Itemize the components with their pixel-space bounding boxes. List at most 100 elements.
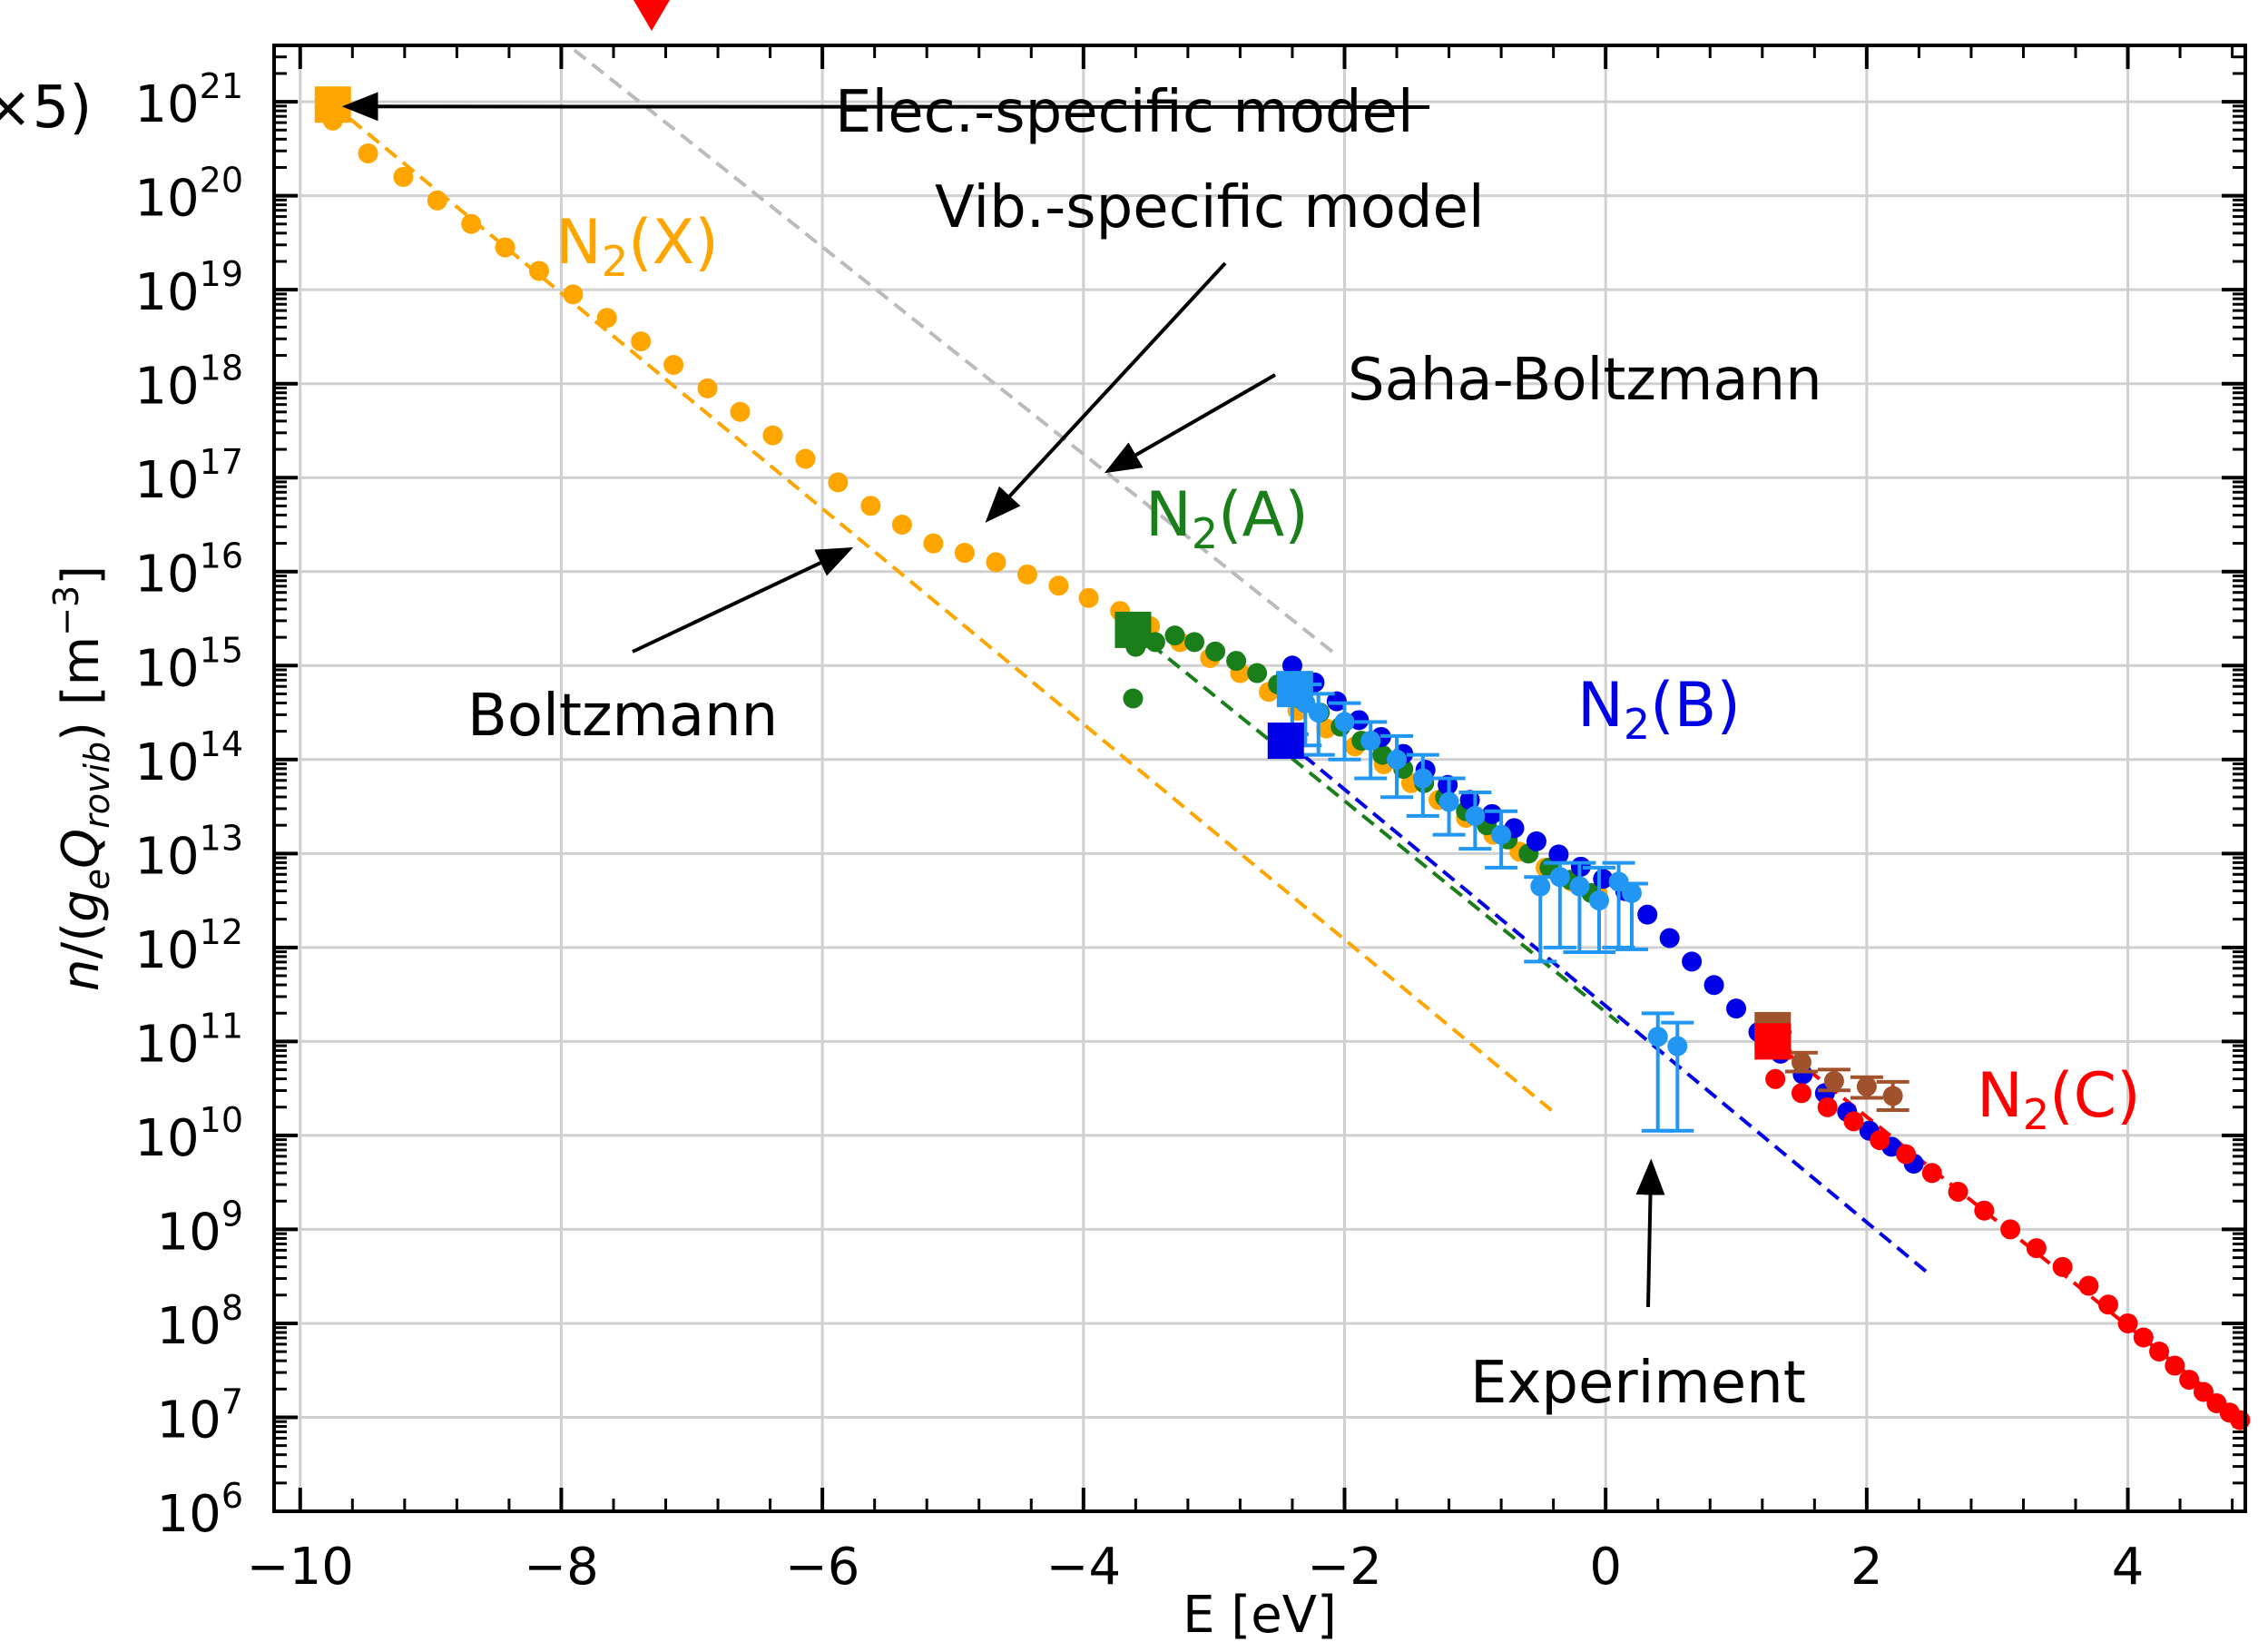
- data-point: [1791, 1052, 1811, 1073]
- data-point: [2193, 1381, 2214, 1402]
- data-point: [1164, 625, 1185, 646]
- data-point: [1482, 803, 1503, 824]
- data-point: [795, 448, 816, 469]
- annotation-label: Elec.-specific model: [835, 79, 1414, 146]
- elec-model-square: [1276, 671, 1313, 708]
- data-point: [2078, 1275, 2099, 1296]
- y-tick-label: 1018: [134, 349, 243, 417]
- annotation-label: Boltzmann: [467, 683, 778, 750]
- data-point: [495, 237, 515, 258]
- data-point: [1896, 1144, 1917, 1165]
- boltzmann-line: [573, 48, 1340, 658]
- data-point: [1549, 867, 1570, 888]
- data-point: [860, 496, 881, 516]
- data-point: [1608, 871, 1629, 892]
- annotation-label: Experiment: [1470, 1350, 1806, 1417]
- red-arrow-marker: [633, 0, 670, 31]
- data-point: [1948, 1182, 1969, 1203]
- y-tick-label: 109: [157, 1194, 243, 1262]
- data-point: [1438, 792, 1459, 812]
- data-point: [1791, 1083, 1811, 1104]
- data-points: [314, 86, 2251, 1431]
- annotation-arrow: [985, 261, 1227, 523]
- data-point: [2133, 1327, 2154, 1348]
- data-point: [2165, 1355, 2185, 1376]
- x-tick-label: −6: [785, 1538, 860, 1597]
- data-point: [1247, 663, 1268, 683]
- data-point: [1308, 703, 1329, 723]
- y-tick-label: 1021: [134, 66, 243, 134]
- data-point: [1647, 1027, 1668, 1047]
- data-point: [1856, 1077, 1877, 1097]
- plot-frame: [272, 44, 2247, 1513]
- annotation-arrow: [1104, 373, 1276, 474]
- data-point: [1637, 904, 1658, 925]
- data-point: [1548, 844, 1569, 865]
- data-point: [1334, 712, 1355, 733]
- data-point: [1281, 655, 1302, 676]
- data-point: [393, 166, 414, 187]
- data-point: [1765, 1068, 1786, 1089]
- y-tick-label: 1019: [134, 254, 243, 322]
- ylabel-e: e: [77, 869, 117, 890]
- data-point: [730, 401, 751, 422]
- data-point: [461, 213, 482, 234]
- state-label: N2(C): [1977, 1060, 2141, 1139]
- annotation-arrow: [341, 92, 1430, 122]
- data-point: [1226, 651, 1247, 672]
- state-labels: N2(X) N2(A) N2(B) N2(C): [555, 207, 2141, 1139]
- ylabel-close: ) [m: [52, 636, 111, 742]
- data-point: [1465, 805, 1486, 826]
- data-point: [358, 143, 378, 164]
- annotation-label: Vib.-specific model: [935, 174, 1485, 241]
- x-tick-label: −8: [524, 1538, 599, 1597]
- state-label: N2(B): [1577, 670, 1741, 749]
- x-tick-label: 0: [1589, 1538, 1622, 1597]
- data-point: [1530, 876, 1551, 897]
- data-point: [631, 331, 652, 352]
- data-point: [2179, 1370, 2200, 1391]
- y-tick-label: 1020: [134, 161, 243, 229]
- y-tick-label: 1012: [134, 912, 243, 980]
- state-label: N2(A): [1145, 479, 1309, 558]
- data-point: [1048, 575, 1069, 596]
- data-point: [1491, 824, 1512, 845]
- data-point: [1123, 688, 1144, 709]
- data-point: [1016, 564, 1037, 585]
- annotation-arrow: [1635, 1158, 1665, 1308]
- data-point: [1682, 951, 1703, 972]
- data-point: [2052, 1256, 2073, 1277]
- data-point: [1921, 1163, 1942, 1184]
- data-point: [986, 552, 1006, 573]
- annotation-label: Saha-Boltzmann: [1348, 347, 1822, 414]
- ylabel-n: n: [52, 959, 111, 992]
- y-tick-label: 1010: [134, 1100, 243, 1168]
- data-point: [762, 425, 783, 446]
- y-tick-label: 1016: [134, 536, 243, 605]
- boltzmann-line: [331, 103, 1555, 1114]
- data-point: [1843, 1111, 1864, 1132]
- y-tick-label: 1011: [134, 1006, 243, 1074]
- data-point: [1412, 768, 1433, 789]
- elec-model-square: [1267, 723, 1304, 760]
- x-tick-label: −2: [1307, 1538, 1382, 1597]
- elec-model-square: [1114, 611, 1152, 648]
- annotations: Elec.-specific model Vib.-specific model S…: [341, 79, 1822, 1417]
- ylabel-end: ]: [52, 565, 111, 585]
- x-tick-label: 4: [2112, 1538, 2145, 1597]
- data-point: [828, 472, 849, 493]
- data-point: [528, 261, 549, 281]
- tick-labels: −10 −8 −6 −4 −2 0 2 4 106 107 108 109 1010 1011 1012 10…: [134, 66, 2144, 1597]
- y-tick-label: 1014: [134, 724, 243, 792]
- data-point: [923, 533, 944, 554]
- elec-model-square: [314, 86, 351, 123]
- data-point: [2000, 1219, 2021, 1240]
- ylabel-Q: Q: [52, 829, 111, 869]
- data-point: [1326, 691, 1347, 712]
- data-point: [1588, 890, 1609, 911]
- data-point: [1387, 749, 1408, 770]
- data-point: [1703, 975, 1724, 996]
- data-point: [891, 514, 912, 535]
- y-tick-label: 1017: [134, 442, 243, 510]
